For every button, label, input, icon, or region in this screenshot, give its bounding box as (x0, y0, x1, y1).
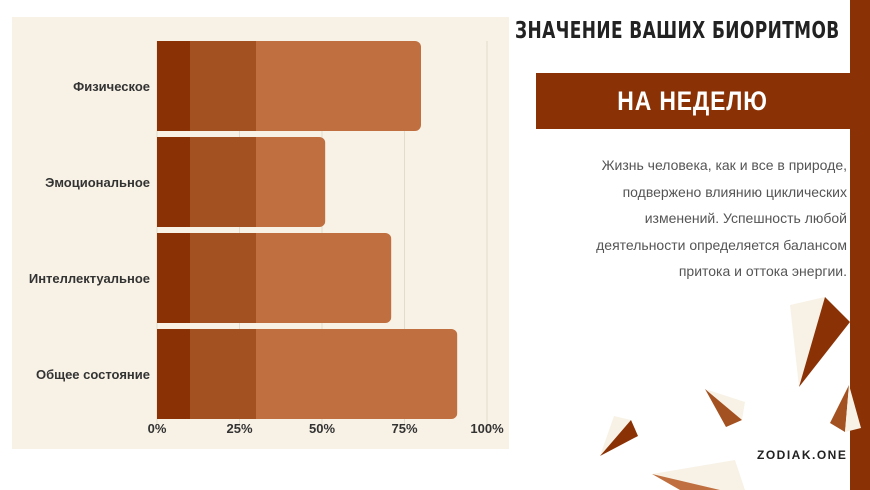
shard-shape (830, 385, 849, 432)
banner-text: НА НЕДЕЛЮ (617, 85, 769, 116)
shard-shape (705, 389, 742, 427)
shard-shape (600, 416, 631, 456)
description-text: Жизнь человека, как и все в природе, под… (596, 157, 847, 279)
period-banner: НА НЕДЕЛЮ (536, 73, 850, 129)
x-tick-label: 75% (391, 421, 417, 436)
chart-panel: 0% 25% 50% 75% 100% Физическое Эмоциональное Ин… (12, 17, 509, 449)
brand-logo: ZODIAK.ONE (757, 448, 848, 462)
shard-shape (652, 474, 720, 490)
shard-shape (705, 389, 745, 420)
category-label: Общее состояние (36, 367, 150, 382)
bar-segment (157, 233, 190, 323)
bar-chart: 0% 25% 50% 75% 100% Физическое Эмоциональное Ин… (29, 41, 504, 436)
x-tick-label: 100% (470, 421, 504, 436)
category-label: Интеллектуальное (29, 271, 150, 286)
shard-shape (600, 420, 638, 456)
bar-segment (256, 41, 421, 131)
category-label: Физическое (73, 79, 150, 94)
category-label: Эмоциональное (45, 175, 150, 190)
bar-segment (157, 329, 190, 419)
shard-shape (845, 385, 861, 432)
bar-segment (190, 41, 256, 131)
x-tick-label: 0% (148, 421, 167, 436)
bar-segment (190, 137, 256, 227)
page-title: ЗНАЧЕНИЕ ВАШИХ БИОРИТМОВ (515, 18, 840, 44)
bar-segment (190, 233, 256, 323)
bar-segment (157, 41, 190, 131)
bar-segment (256, 329, 458, 419)
bar-segment (256, 233, 392, 323)
bar-segment (190, 329, 256, 419)
shard-shape (799, 297, 850, 387)
accent-stripe (850, 0, 870, 490)
shard-shape (652, 460, 745, 490)
x-tick-label: 25% (226, 421, 252, 436)
x-tick-label: 50% (309, 421, 335, 436)
bar-segment (157, 137, 190, 227)
shard-shape (790, 297, 825, 387)
bar-segment (256, 137, 326, 227)
